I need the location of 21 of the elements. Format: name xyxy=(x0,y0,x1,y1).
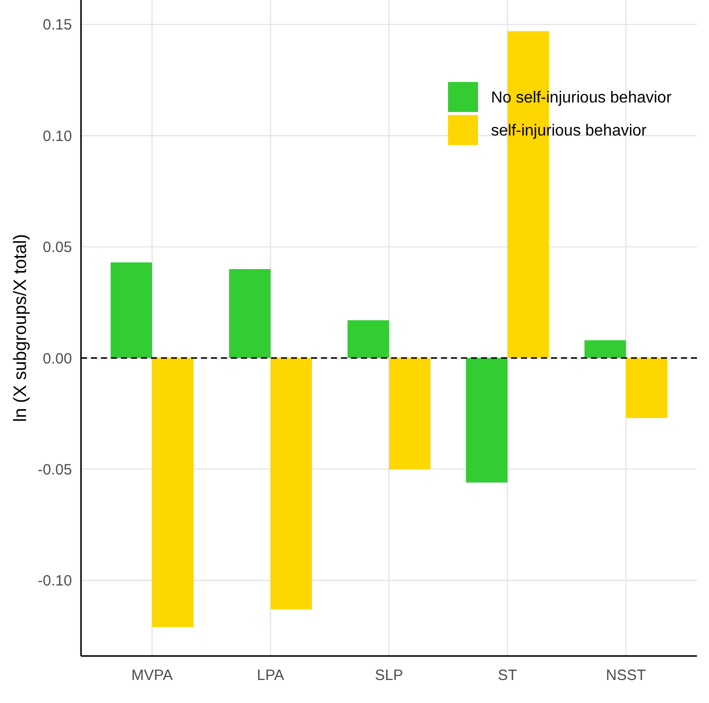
bar xyxy=(110,262,152,358)
bar xyxy=(389,358,430,470)
bar xyxy=(152,358,194,628)
y-tick-label: -0.10 xyxy=(38,572,72,590)
y-tick-label: 0.05 xyxy=(42,239,72,256)
y-tick-label: 0.10 xyxy=(42,128,72,145)
y-axis-title: ln (X subgroups/X total) xyxy=(10,234,30,422)
x-tick-label: ST xyxy=(498,667,518,684)
bar xyxy=(626,358,668,418)
x-tick-label: MVPA xyxy=(131,667,173,684)
y-tick-label: -0.05 xyxy=(38,461,72,478)
x-tick-label: LPA xyxy=(256,667,284,684)
x-tick-label: NSST xyxy=(606,667,646,684)
bar xyxy=(270,358,312,610)
bar xyxy=(466,358,508,483)
bar xyxy=(229,269,271,358)
y-tick-label: 0.00 xyxy=(42,350,72,368)
y-tick-label: 0.15 xyxy=(42,16,72,34)
bar xyxy=(348,320,389,358)
x-tick-label: SLP xyxy=(374,667,404,684)
bar xyxy=(584,340,626,358)
